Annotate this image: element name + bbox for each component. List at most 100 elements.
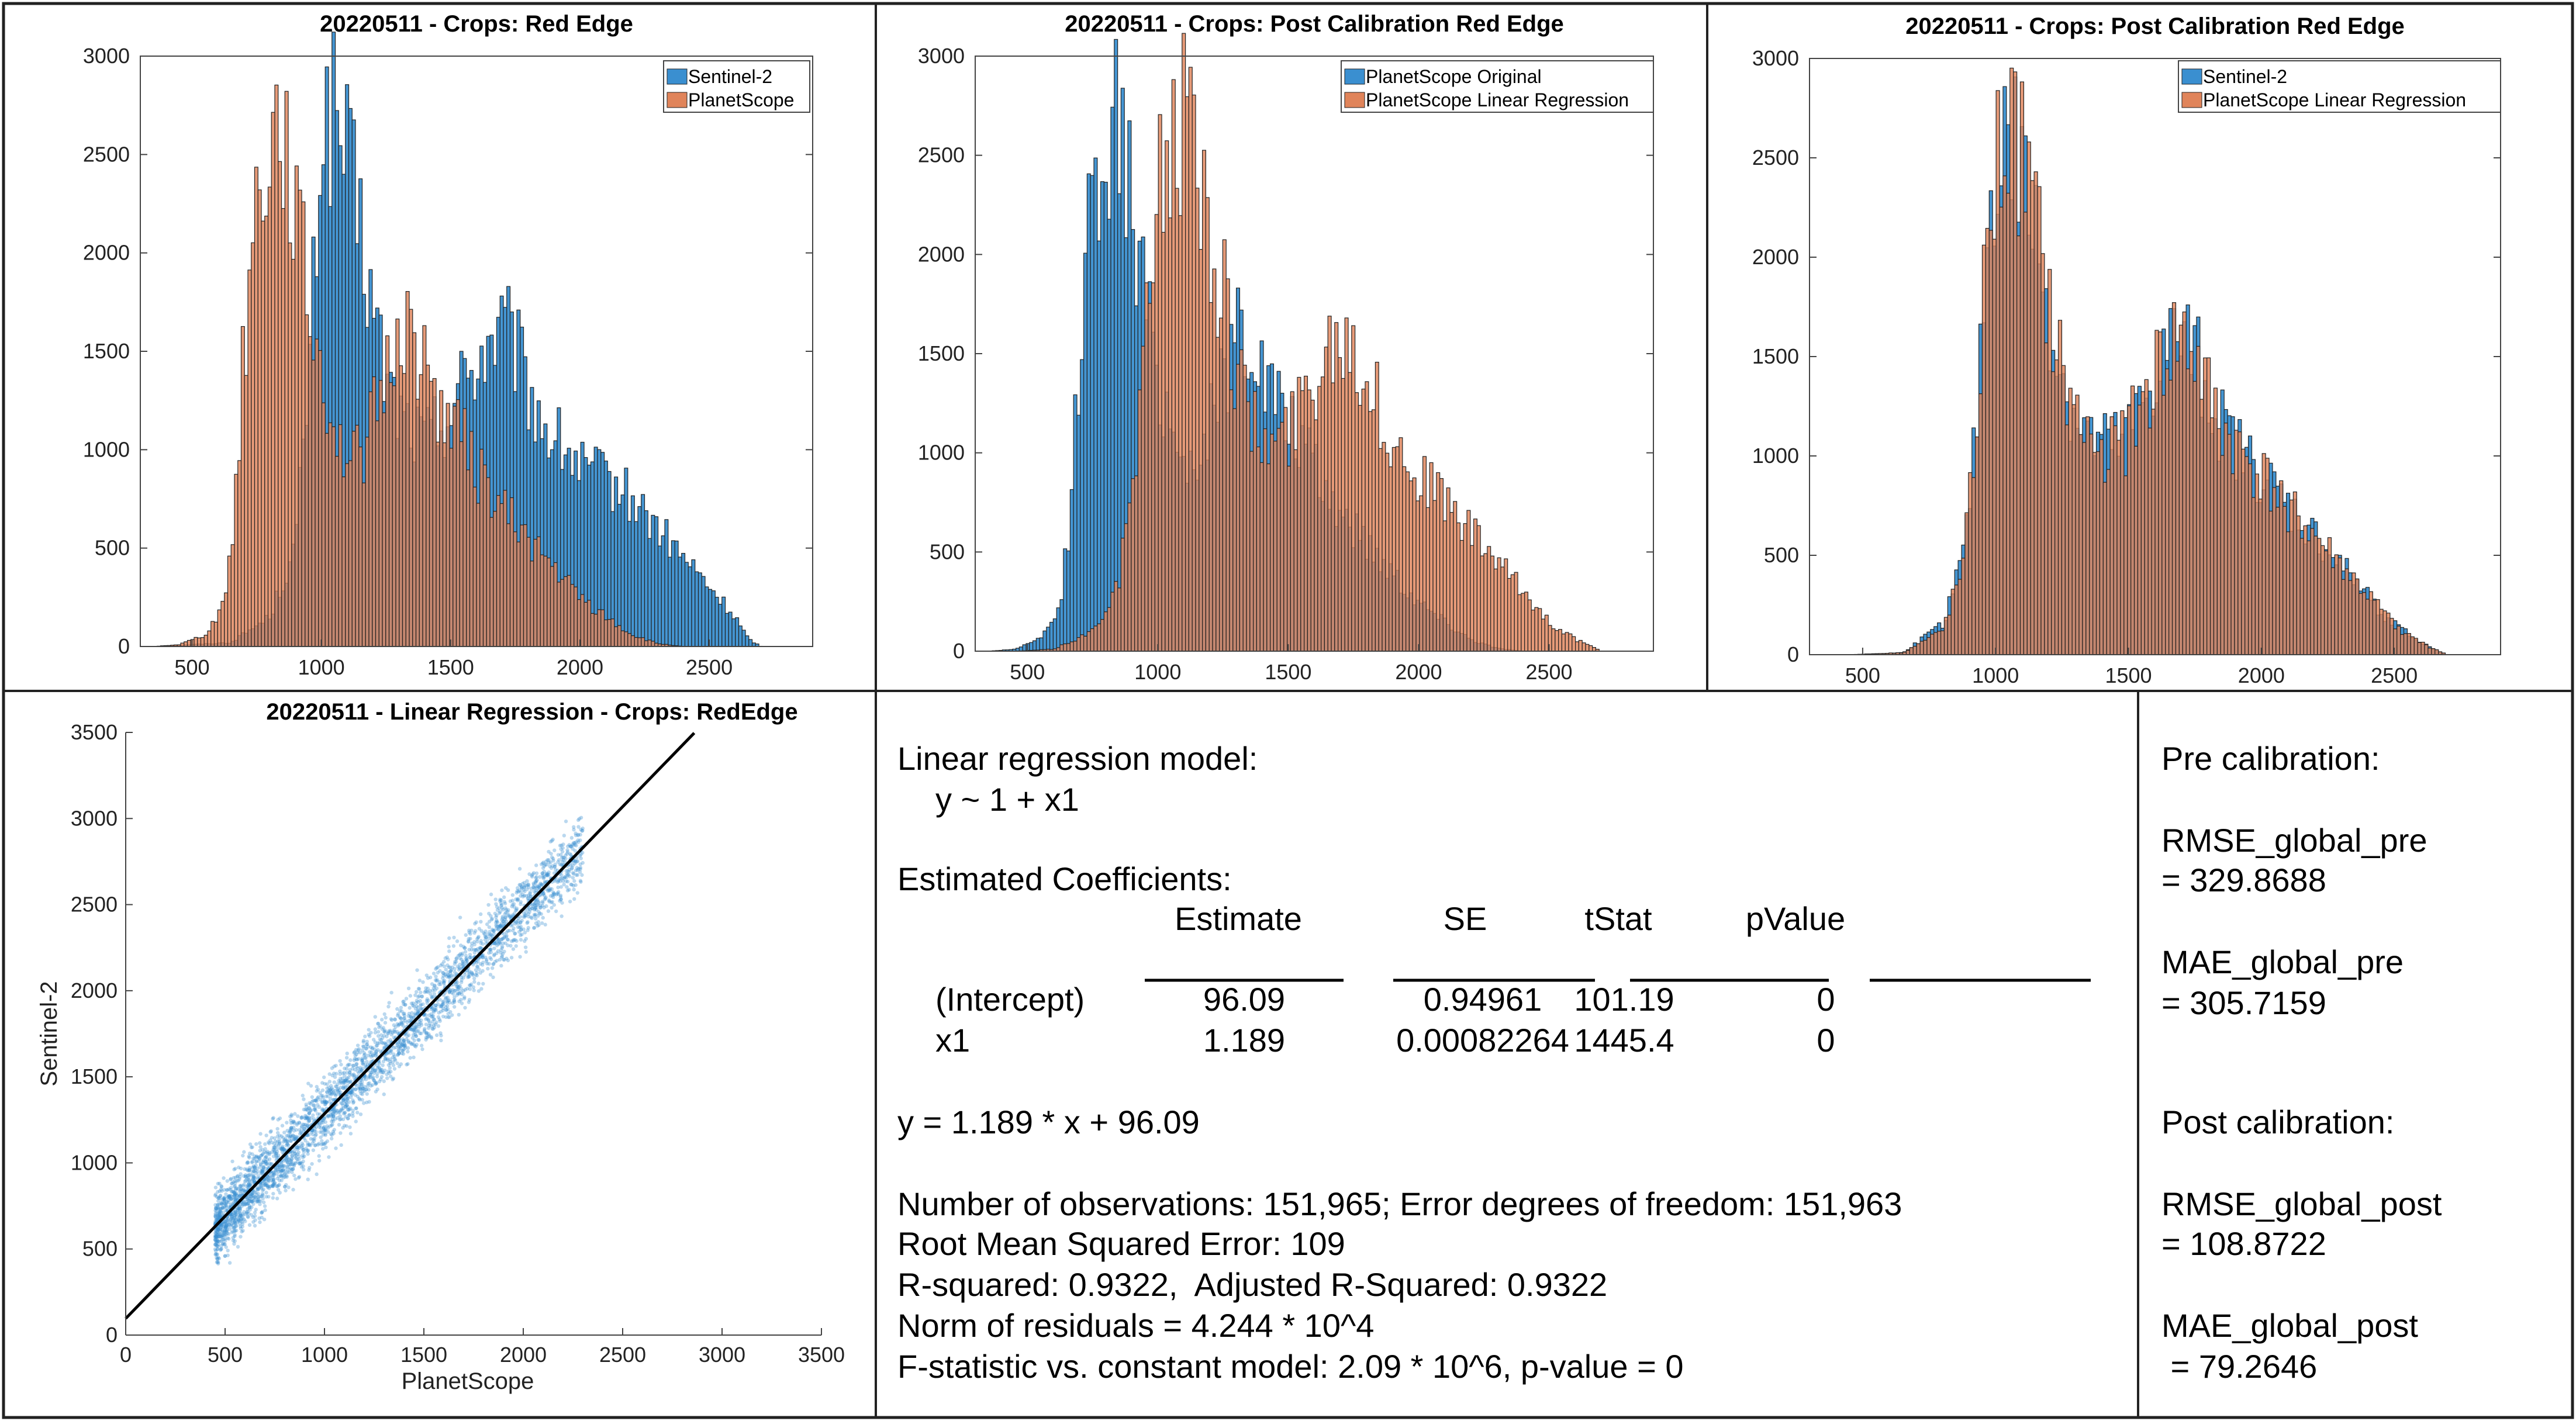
scatter-point: [341, 1098, 346, 1102]
histogram-bar: [274, 84, 279, 647]
scatter-point: [489, 918, 494, 922]
scatter-point: [216, 1228, 220, 1232]
scatter-point: [237, 1166, 241, 1170]
scatter-point: [314, 1130, 318, 1134]
scatter-point: [245, 1161, 249, 1165]
scatter-point: [540, 882, 544, 886]
scatter-point: [295, 1145, 299, 1150]
scatter-point: [455, 984, 459, 989]
scatter-point: [246, 1183, 251, 1187]
chart-title: 20220511 - Crops: Post Calibration Red E…: [1065, 11, 1564, 37]
scatter-point: [304, 1146, 308, 1151]
scatter-point: [286, 1139, 290, 1144]
scatter-point: [233, 1234, 237, 1239]
scatter-point: [350, 1087, 355, 1091]
scatter-point: [300, 1141, 304, 1146]
histogram-bar: [1042, 630, 1047, 652]
scatter-point: [324, 1100, 329, 1104]
scatter-point: [263, 1204, 267, 1208]
scatter-point: [217, 1214, 222, 1218]
scatter-point: [430, 1026, 434, 1031]
scatter-point: [498, 924, 503, 928]
scatter-point: [253, 1165, 257, 1169]
scatter-point: [443, 979, 447, 983]
scatter-point: [215, 1256, 219, 1260]
scatter-point: [451, 1001, 455, 1005]
scatter-point: [409, 1042, 413, 1046]
legend-box: [2178, 60, 2501, 113]
scatter-point: [362, 1089, 367, 1093]
scatter-point: [573, 843, 577, 847]
scatter-point: [308, 1166, 312, 1170]
scatter-point: [260, 1147, 265, 1152]
x-tick-label: 2000: [557, 655, 603, 679]
scatter-point: [395, 1022, 399, 1026]
scatter-point: [391, 1076, 396, 1081]
scatter-point: [572, 828, 576, 832]
scatter-point: [410, 1036, 415, 1040]
scatter-point: [376, 1034, 381, 1038]
scatter-point: [217, 1210, 222, 1214]
scatter-point: [287, 1157, 291, 1161]
scatter-point: [275, 1171, 279, 1176]
histogram-bar: [1365, 381, 1369, 652]
scatter-point: [232, 1226, 236, 1230]
scatter-point: [365, 1063, 370, 1067]
scatter-point: [530, 916, 534, 920]
scatter-point: [223, 1239, 227, 1243]
scatter-point: [277, 1178, 282, 1183]
scatter-point: [494, 940, 499, 945]
scatter-point: [301, 1153, 305, 1157]
rmse-pre-label: RMSE_global_pre: [2161, 822, 2427, 859]
y-tick-label: 1500: [71, 1064, 118, 1088]
scatter-point: [216, 1213, 220, 1218]
scatter-point: [265, 1161, 269, 1166]
scatter-point: [463, 946, 467, 950]
scatter-point: [353, 1053, 357, 1058]
histogram-bar: [560, 579, 565, 647]
scatter-point: [405, 1034, 409, 1038]
scatter-point: [456, 987, 461, 991]
scatter-point: [464, 960, 468, 964]
scatter-point: [259, 1184, 264, 1189]
scatter-point: [572, 862, 577, 866]
scatter-point: [448, 988, 453, 993]
scatter-point: [468, 955, 472, 960]
scatter-point: [538, 905, 543, 910]
scatter-point: [227, 1195, 232, 1199]
scatter-point: [575, 859, 580, 863]
scatter-point: [341, 1104, 345, 1108]
scatter-point: [267, 1186, 271, 1191]
scatter-point: [290, 1153, 294, 1158]
histogram-bar: [1100, 619, 1105, 652]
scatter-point: [556, 853, 561, 857]
scatter-point: [572, 841, 576, 845]
scatter-point: [374, 1082, 378, 1086]
scatter-point: [408, 994, 413, 998]
scatter-point: [581, 850, 585, 855]
scatter-point: [233, 1229, 237, 1233]
histogram-bar: [509, 497, 514, 647]
scatter-point: [320, 1147, 325, 1151]
scatter-point: [358, 1066, 362, 1070]
scatter-point: [522, 915, 526, 919]
scatter-point: [559, 853, 563, 857]
histogram-bar: [1331, 382, 1335, 652]
histogram-bar: [614, 626, 619, 647]
histogram-bar: [197, 637, 202, 647]
histogram-bar: [1453, 501, 1458, 652]
histogram-bar: [1589, 645, 1593, 652]
histogram-bar: [741, 630, 746, 647]
scatter-point: [430, 1014, 434, 1018]
histogram-bar: [2106, 469, 2111, 655]
scatter-point: [375, 1087, 379, 1091]
scatter-point: [339, 1085, 343, 1090]
scatter-point: [391, 1077, 395, 1082]
x-tick-label: 2000: [1395, 660, 1442, 684]
scatter-point: [382, 1092, 386, 1097]
scatter-point: [220, 1233, 225, 1238]
scatter-point: [258, 1194, 263, 1199]
histogram-bar: [1097, 623, 1101, 652]
scatter-point: [440, 1002, 444, 1007]
scatter-point: [213, 1208, 217, 1213]
